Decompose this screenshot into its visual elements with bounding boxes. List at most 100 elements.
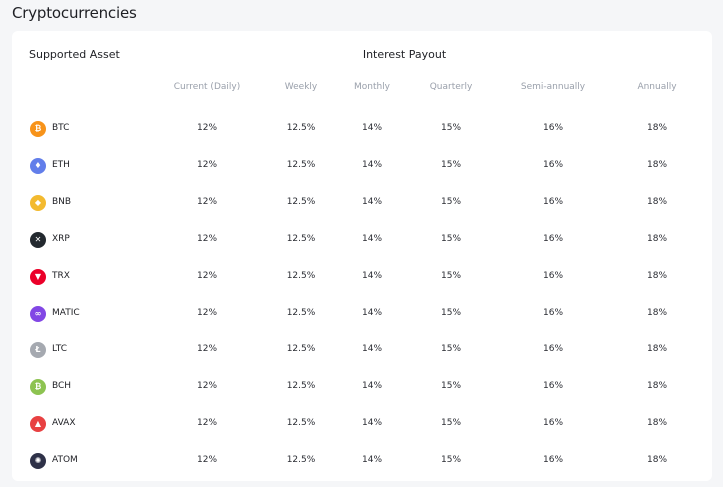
- eth-icon: ♦: [30, 157, 46, 174]
- rate-cell: 16%: [542, 455, 564, 466]
- btc-icon: ₿: [30, 121, 46, 137]
- table-row: ▼ TRX 12% 12.5% 14% 15% 16% 18%: [0, 267, 723, 287]
- rate-cell: 16%: [542, 307, 564, 318]
- rate-cell: 12.5%: [286, 455, 316, 466]
- xrp-icon: ✕: [30, 231, 46, 248]
- bnb-icon: ◆: [30, 194, 46, 211]
- column-header: Weekly: [284, 82, 318, 92]
- column-header: Semi-annually: [520, 82, 586, 92]
- coin-symbol: XRP: [52, 233, 70, 244]
- coin-symbol: MATIC: [52, 307, 80, 318]
- rate-cell: 12.5%: [286, 196, 316, 207]
- matic-icon: ∞: [30, 305, 46, 322]
- coin-symbol: BTC: [52, 123, 70, 133]
- rate-cell: 15%: [440, 159, 462, 170]
- rate-cell: 14%: [361, 159, 383, 170]
- column-header: Annually: [637, 82, 677, 92]
- rate-cell: 12.5%: [286, 307, 316, 318]
- rate-cell: 15%: [440, 123, 462, 133]
- rate-cell: 18%: [646, 307, 668, 318]
- column-header: Monthly: [353, 82, 391, 92]
- rate-cell: 14%: [361, 455, 383, 466]
- rate-cell: 15%: [440, 418, 462, 429]
- table-row: Ł LTC 12% 12.5% 14% 15% 16% 18%: [0, 340, 723, 360]
- column-header: Quarterly: [429, 82, 473, 92]
- rate-cell: 18%: [646, 159, 668, 170]
- rate-cell: 18%: [646, 381, 668, 392]
- rate-cell: 12.5%: [286, 344, 316, 355]
- rate-cell: 12%: [196, 270, 218, 281]
- trx-icon: ▼: [30, 268, 46, 285]
- rate-cell: 18%: [646, 455, 668, 466]
- table-row: ₿ BCH 12% 12.5% 14% 15% 16% 18%: [0, 377, 723, 397]
- rate-cell: 18%: [646, 196, 668, 207]
- ltc-icon: Ł: [30, 342, 46, 359]
- rate-cell: 12.5%: [286, 159, 316, 170]
- coin-symbol: BCH: [52, 381, 72, 392]
- rate-cell: 15%: [440, 455, 462, 466]
- rate-cell: 18%: [646, 123, 668, 133]
- rate-cell: 12%: [196, 159, 218, 170]
- table-row: ◆ BNB 12% 12.5% 14% 15% 16% 18%: [0, 193, 723, 213]
- rate-cell: 12%: [196, 455, 218, 466]
- rate-cell: 12%: [196, 381, 218, 392]
- rate-cell: 14%: [361, 270, 383, 281]
- rate-cell: 14%: [361, 123, 383, 133]
- coin-symbol: ATOM: [52, 455, 78, 466]
- table-row: ✺ ATOM 12% 12.5% 14% 15% 16% 18%: [0, 451, 723, 471]
- rate-cell: 16%: [542, 344, 564, 355]
- page-title: Cryptocurrencies: [12, 4, 137, 22]
- rate-cell: 12.5%: [286, 418, 316, 429]
- rate-cell: 12%: [196, 418, 218, 429]
- rate-cell: 15%: [440, 196, 462, 207]
- rate-cell: 15%: [440, 233, 462, 244]
- rate-cell: 15%: [440, 307, 462, 318]
- rate-cell: 18%: [646, 344, 668, 355]
- rate-cell: 12.5%: [286, 233, 316, 244]
- rate-cell: 14%: [361, 196, 383, 207]
- rate-cell: 14%: [361, 418, 383, 429]
- table-row: ▲ AVAX 12% 12.5% 14% 15% 16% 18%: [0, 414, 723, 434]
- table-row: ✕ XRP 12% 12.5% 14% 15% 16% 18%: [0, 230, 723, 250]
- rate-cell: 15%: [440, 344, 462, 355]
- rate-cell: 14%: [361, 381, 383, 392]
- rate-cell: 14%: [361, 307, 383, 318]
- rate-cell: 16%: [542, 233, 564, 244]
- rate-cell: 16%: [542, 159, 564, 170]
- table-row: ♦ ETH 12% 12.5% 14% 15% 16% 18%: [0, 156, 723, 176]
- coin-symbol: AVAX: [52, 418, 76, 429]
- rate-cell: 16%: [542, 418, 564, 429]
- rate-cell: 18%: [646, 418, 668, 429]
- rate-cell: 12%: [196, 233, 218, 244]
- bch-icon: ₿: [30, 379, 46, 396]
- avax-icon: ▲: [30, 416, 46, 433]
- coin-symbol: ETH: [52, 159, 70, 170]
- rate-cell: 15%: [440, 270, 462, 281]
- rate-cell: 12.5%: [286, 270, 316, 281]
- coin-symbol: LTC: [52, 344, 68, 355]
- table-row: ∞ MATIC 12% 12.5% 14% 15% 16% 18%: [0, 304, 723, 324]
- coin-symbol: BNB: [52, 196, 72, 207]
- rate-cell: 12.5%: [286, 123, 316, 133]
- table-row: ₿ BTC 12% 12.5% 14% 15% 16% 18%: [0, 119, 723, 139]
- coin-symbol: TRX: [52, 270, 70, 281]
- rate-cell: 12%: [196, 123, 218, 133]
- interest-payout-heading: Interest Payout: [362, 48, 447, 61]
- rate-cell: 12%: [196, 344, 218, 355]
- supported-asset-heading: Supported Asset: [29, 48, 120, 61]
- rate-cell: 12.5%: [286, 381, 316, 392]
- rate-cell: 18%: [646, 270, 668, 281]
- rate-cell: 12%: [196, 196, 218, 207]
- atom-icon: ✺: [30, 453, 46, 470]
- rate-cell: 12%: [196, 307, 218, 318]
- rate-cell: 16%: [542, 270, 564, 281]
- column-header: Current (Daily): [173, 82, 241, 92]
- rate-cell: 16%: [542, 381, 564, 392]
- rate-cell: 18%: [646, 233, 668, 244]
- rate-cell: 15%: [440, 381, 462, 392]
- rate-cell: 14%: [361, 233, 383, 244]
- rate-cell: 16%: [542, 123, 564, 133]
- rates-card: [12, 31, 712, 481]
- rate-cell: 16%: [542, 196, 564, 207]
- rate-cell: 14%: [361, 344, 383, 355]
